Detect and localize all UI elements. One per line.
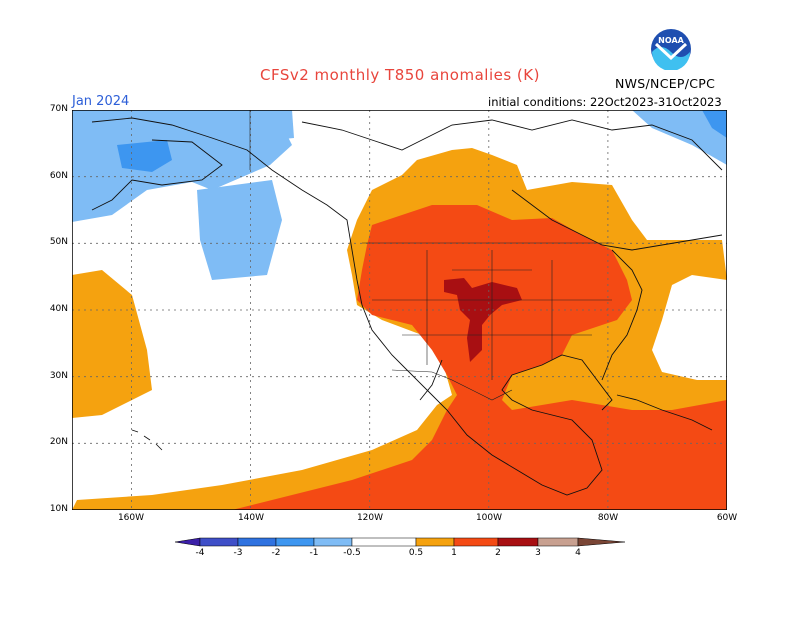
lon-tick-140w: 140W bbox=[237, 513, 265, 523]
lat-tick-70n: 70N bbox=[49, 104, 68, 114]
legend-label--3: -3 bbox=[233, 548, 243, 558]
lat-tick-40n: 40N bbox=[49, 304, 68, 314]
lat-tick-20n: 20N bbox=[49, 437, 68, 447]
legend-label-0-5: 0.5 bbox=[408, 548, 424, 558]
lat-tick-30n: 30N bbox=[49, 371, 68, 381]
initial-conditions-label: initial conditions: 22Oct2023-31Oct2023 bbox=[488, 95, 722, 109]
legend-label--1: -1 bbox=[309, 548, 319, 558]
warm-anomaly-region-central-us bbox=[232, 205, 727, 510]
legend-swatch-2 bbox=[237, 537, 277, 547]
noaa-logo-text: NOAA bbox=[658, 36, 684, 45]
cold-anomaly-region-canada-north bbox=[247, 110, 294, 142]
cold-anomaly-region-gulf-alaska bbox=[197, 180, 282, 280]
lon-tick-60w: 60W bbox=[716, 513, 738, 523]
cold-anomaly-region-alaska-core bbox=[117, 140, 172, 172]
political-borders bbox=[249, 110, 612, 401]
lon-tick-80w: 80W bbox=[597, 513, 619, 523]
legend-label--4: -4 bbox=[195, 548, 205, 558]
legend-label-4: 4 bbox=[575, 548, 581, 558]
color-legend bbox=[174, 537, 626, 547]
legend-swatch-0 bbox=[174, 537, 201, 547]
lat-tick-10n: 10N bbox=[49, 504, 68, 514]
map-title: CFSv2 monthly T850 anomalies (K) bbox=[260, 66, 540, 84]
legend-swatch-9 bbox=[537, 537, 579, 547]
legend-label--0-5: -0.5 bbox=[343, 548, 361, 558]
lat-tick-60n: 60N bbox=[49, 171, 68, 181]
legend-swatch-6 bbox=[415, 537, 455, 547]
legend-swatch-8 bbox=[497, 537, 539, 547]
lon-tick-100w: 100W bbox=[475, 513, 503, 523]
cold-anomaly-region-arctic-east-core bbox=[702, 110, 727, 138]
forecast-month: Jan 2024 bbox=[72, 94, 130, 109]
legend-label-2: 2 bbox=[495, 548, 501, 558]
noaa-logo-icon: NOAA bbox=[651, 29, 691, 70]
legend-swatch-4 bbox=[313, 537, 353, 547]
legend-label-3: 3 bbox=[535, 548, 541, 558]
legend-swatch-7 bbox=[453, 537, 499, 547]
legend-swatch-10 bbox=[577, 537, 626, 547]
legend-swatch-5 bbox=[351, 537, 417, 547]
agency-label: NWS/NCEP/CPC bbox=[615, 76, 716, 91]
coastlines bbox=[91, 117, 723, 496]
legend-label-1: 1 bbox=[451, 548, 457, 558]
legend-label--2: -2 bbox=[271, 548, 281, 558]
lon-tick-160w: 160W bbox=[117, 513, 145, 523]
lon-tick-120w: 120W bbox=[356, 513, 384, 523]
legend-swatch-3 bbox=[275, 537, 315, 547]
warm-anomaly-region-east-pacific bbox=[72, 270, 152, 418]
anomaly-map bbox=[72, 110, 727, 510]
warm-anomaly-region-great-plains-peak bbox=[444, 278, 522, 362]
warm-anomaly-region-caribbean bbox=[632, 400, 727, 440]
legend-swatch-1 bbox=[199, 537, 239, 547]
lat-tick-50n: 50N bbox=[49, 237, 68, 247]
cold-anomaly-region-alaska-pacific bbox=[72, 110, 292, 222]
